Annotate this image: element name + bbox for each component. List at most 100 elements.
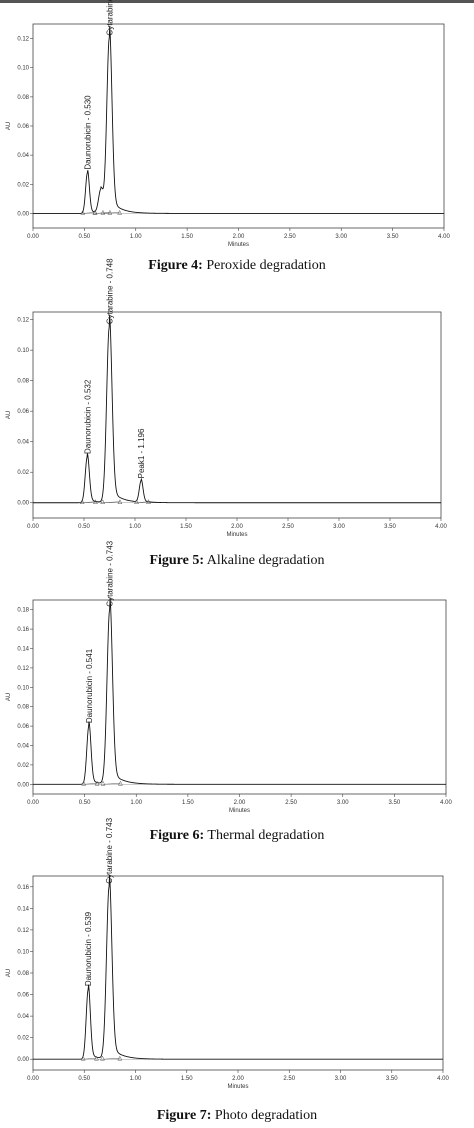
y-tick-label: 0.02 [17, 470, 29, 476]
y-tick-label: 0.14 [17, 906, 29, 912]
peak-label: Cytarabine - 0.743 [105, 0, 114, 36]
figure-title: Thermal degradation [207, 828, 325, 843]
peak-baseline [102, 783, 121, 785]
x-tick-label: 1.00 [130, 234, 142, 240]
plot-frame [32, 875, 444, 1071]
peak-label: Cytarabine - 0.743 [106, 540, 115, 606]
peak-baseline [102, 501, 120, 503]
x-axis-label: Minutes [229, 808, 250, 814]
x-tick-label: 0.50 [79, 234, 91, 240]
peak-end-marker [117, 1055, 123, 1061]
figure-6-panel: 0.00 0.02 0.04 0.06 0.08 0.10 0.12 0.14 0.16 0.18… [0, 540, 474, 856]
y-tick-label: 0.08 [17, 971, 29, 977]
x-tick-label: 0.00 [27, 524, 39, 530]
figure-label: Figure 5: [149, 553, 205, 568]
chromatogram-chart: 0.00 0.02 0.04 0.06 0.08 0.10 0.12 0.14 0.16 0.18… [6, 540, 452, 814]
x-tick-label: 3.50 [389, 800, 401, 806]
y-tick-label: 0.10 [17, 949, 29, 955]
x-tick-label: 4.00 [438, 234, 450, 240]
peak-label: Cytarabine - 0.748 [105, 258, 114, 324]
peak-start-marker [81, 780, 87, 786]
x-axis-label: Minutes [228, 242, 249, 248]
chromatogram-trace [33, 874, 443, 1060]
peak-start-marker [100, 499, 106, 504]
x-tick-label: 1.00 [129, 524, 141, 530]
y-axis-label: AU [6, 693, 12, 701]
x-tick-label: 2.00 [233, 234, 245, 240]
y-tick-label: 0.04 [17, 1014, 29, 1020]
y-axis-label: AU [6, 969, 12, 977]
y-tick-label: 0.04 [17, 440, 29, 446]
peak-label: Daunorubicin - 0.539 [84, 911, 93, 986]
x-tick-label: 3.00 [335, 1076, 347, 1082]
figure-caption: Figure 5: Alkaline degradation [0, 553, 474, 569]
peak-baseline [95, 212, 110, 214]
y-tick-label: 0.16 [17, 885, 29, 891]
peak-end-marker [94, 1055, 99, 1061]
figure-title: Alkaline degradation [206, 553, 325, 568]
peak-end-marker [93, 499, 98, 504]
figure-title: Photo degradation [214, 1108, 318, 1123]
chromatogram-trace [33, 26, 444, 214]
peak-start-marker [100, 780, 106, 786]
x-tick-label: 3.00 [333, 524, 345, 530]
peak-label: Daunorubicin - 0.532 [83, 379, 92, 454]
x-tick-label: 2.50 [284, 234, 296, 240]
x-tick-label: 3.00 [335, 234, 347, 240]
x-tick-label: 3.50 [386, 1076, 398, 1082]
peak-start-marker [80, 1055, 86, 1061]
y-tick-label: 0.10 [17, 66, 29, 72]
x-tick-label: 2.00 [234, 800, 246, 806]
x-tick-label: 2.50 [282, 524, 294, 530]
y-axis-label: AU [6, 122, 12, 130]
x-tick-label: 4.00 [440, 800, 452, 806]
y-tick-label: 0.00 [17, 211, 29, 217]
y-axis-label: AU [6, 411, 12, 419]
peak-start-marker [92, 209, 98, 215]
figure-caption: Figure 7: Photo degradation [0, 1108, 474, 1124]
x-tick-label: 0.00 [27, 1076, 39, 1082]
figure-5-panel: 0.00 0.02 0.04 0.06 0.08 0.10 0.12 0.00 0.50 1.00… [0, 258, 474, 578]
figure-7-panel: 0.00 0.02 0.04 0.06 0.08 0.10 0.12 0.14 0.16 0.00… [0, 817, 474, 1128]
x-tick-label: 0.50 [78, 524, 90, 530]
peak-start-marker [79, 499, 85, 504]
figure-label: Figure 6: [149, 828, 205, 843]
figure-caption: Figure 4: Peroxide degradation [0, 258, 474, 274]
figure-label: Figure 7: [156, 1108, 212, 1123]
x-tick-label: 1.50 [180, 524, 192, 530]
y-tick-label: 0.12 [17, 318, 29, 324]
x-tick-label: 2.00 [231, 524, 243, 530]
peak-end-marker [117, 499, 123, 504]
peak-start-marker [80, 209, 86, 215]
chromatogram-chart: 0.00 0.02 0.04 0.06 0.08 0.10 0.12 0.14 0.16 0.00… [6, 817, 449, 1090]
x-tick-label: 0.50 [79, 800, 91, 806]
peak-label: Cytarabine - 0.743 [105, 817, 114, 883]
peak-end-marker [94, 780, 100, 786]
chromatogram-trace [33, 597, 446, 785]
peak-start-marker [100, 209, 106, 215]
figure-title: Peroxide degradation [206, 258, 326, 273]
peak-baseline [136, 501, 149, 503]
y-tick-label: 0.06 [17, 124, 29, 130]
peak-end-marker [146, 499, 151, 504]
chromatogram-chart: 0.00 0.02 0.04 0.06 0.08 0.10 0.12 0.00 0.50 1.00… [6, 258, 447, 538]
y-tick-label: 0.04 [17, 153, 29, 159]
x-tick-label: 0.00 [27, 800, 39, 806]
y-tick-label: 0.02 [17, 1036, 29, 1042]
x-axis-label: Minutes [227, 1084, 248, 1090]
peak-label: Peak1 - 1.196 [137, 428, 146, 478]
peak-end-marker [117, 209, 123, 215]
peak-baseline [102, 212, 120, 214]
plot-frame [32, 599, 447, 795]
x-tick-label: 3.50 [384, 524, 396, 530]
y-tick-label: 0.12 [17, 666, 29, 672]
peak-start-marker [134, 499, 139, 504]
x-tick-label: 4.00 [435, 524, 447, 530]
y-tick-label: 0.02 [17, 182, 29, 188]
x-tick-label: 0.50 [78, 1076, 90, 1082]
peak-end-marker [118, 780, 123, 786]
x-tick-label: 2.50 [285, 800, 297, 806]
x-tick-label: 1.50 [181, 1076, 193, 1082]
x-tick-label: 1.00 [130, 1076, 142, 1082]
y-tick-label: 0.06 [17, 409, 29, 415]
